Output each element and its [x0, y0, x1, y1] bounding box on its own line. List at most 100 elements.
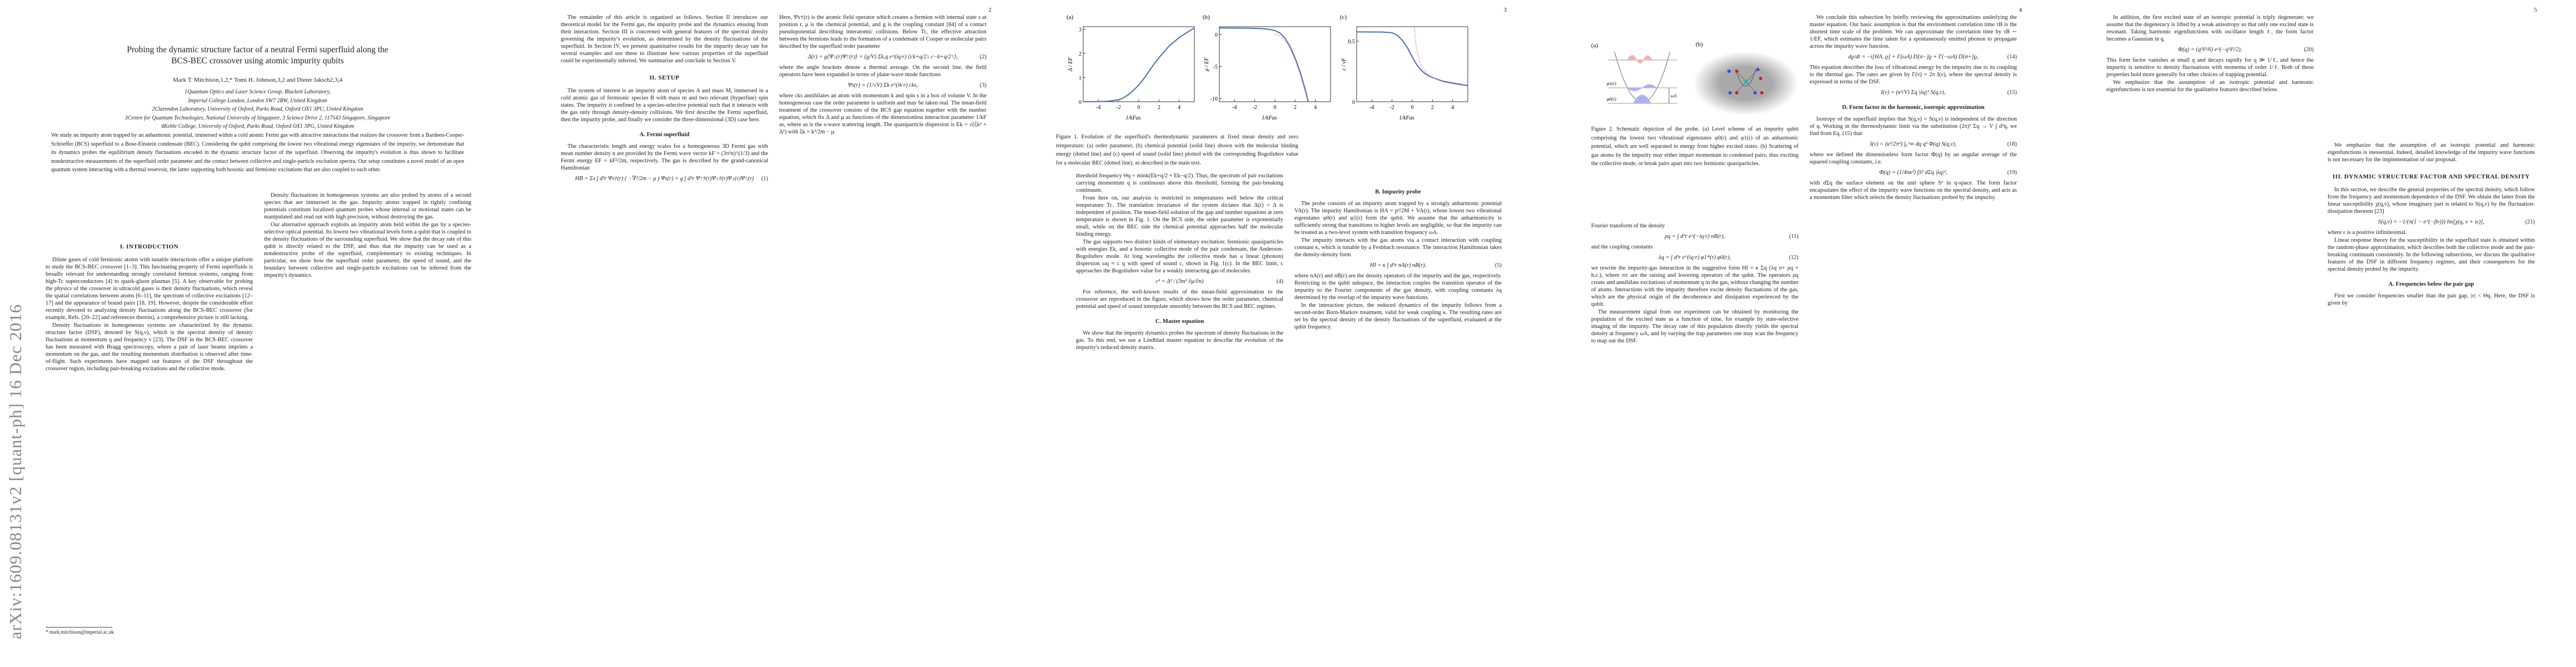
- equation: I(ν) = (κ²/V) Σq |λq|² S(q,ν), (15): [1881, 89, 2017, 96]
- x-tick-label: 4: [1178, 104, 1180, 111]
- y-tick-label: -10: [1210, 96, 1218, 102]
- paragraph: Isotropy of the superfluid implies that …: [1810, 116, 2017, 137]
- paragraph: The gas supports two distinct kinds of e…: [1076, 239, 1283, 274]
- paragraph: The measurement signal from our experime…: [1591, 309, 1798, 344]
- chart-panel-1: (b) -4 -2 0 2 4 0 -5 -10 1/kFas μ / EF: [1203, 14, 1331, 121]
- paragraph: Dilute gases of cold fermionic atoms wit…: [46, 257, 253, 321]
- panel-label: (b): [1203, 14, 1210, 21]
- x-tick-label: 2: [1294, 104, 1297, 111]
- paragraph: In this section, we describe the general…: [2328, 187, 2535, 215]
- x-tick-label: 4: [1451, 104, 1454, 111]
- x-tick-label: -2: [1116, 104, 1120, 111]
- x-tick-label: 0: [1411, 104, 1414, 111]
- equation: Φ(q) = (q²ℓ²/6) e^(−q²ℓ²/2), (20): [2178, 47, 2314, 53]
- column-left: threshold frequency Θq = mink(Ek+q/2 + E…: [1076, 172, 1283, 352]
- x-axis-label: 1/kFas: [1262, 115, 1277, 121]
- equation: HB = Σs ∫ d³r Ψs†(r) ( −∇²/2m − μ ) Ψs(r…: [575, 176, 768, 182]
- y-tick-label: 0: [1352, 99, 1355, 106]
- paragraph: Here, Ψs†(r) is the atomic field operato…: [779, 14, 986, 49]
- paragraph: This form factor vanishes at small q and…: [2106, 57, 2314, 78]
- column-left: Fourier transform of the density ρq = ∫ …: [1591, 222, 1798, 345]
- paragraph: We emphasize that the assumption of an i…: [2106, 79, 2314, 93]
- x-tick-label: -2: [1389, 104, 1394, 111]
- series-line-dotted: [1414, 26, 1468, 87]
- column-left: I. INTRODUCTION Dilute gases of cold fer…: [46, 233, 253, 373]
- paragraph: Density fluctuations in homogeneous syst…: [46, 322, 253, 372]
- column-left: The remainder of this article is organiz…: [561, 14, 768, 186]
- series-line-dotted: [1274, 34, 1308, 102]
- y-tick-label: 0.5: [1348, 39, 1356, 45]
- potential-well: [1608, 51, 1677, 104]
- paper-title: Probing the dynamic structure factor of …: [127, 45, 388, 66]
- series-line-solid: [1083, 27, 1195, 102]
- x-tick-label: 0: [1138, 104, 1140, 111]
- column-right: B. Impurity probe The probe consists of …: [1294, 181, 1502, 331]
- y-tick-label: 0: [1079, 99, 1082, 106]
- y-axis-label: Δ / EF: [1068, 57, 1074, 72]
- series-line-solid: [1219, 27, 1309, 102]
- equation: I(ν) = (κ²/2π²) ∫₀^∞ dq q² Φ(q) S(q,ν),(…: [1870, 141, 2017, 147]
- affiliations: 1Quantum Optics and Laser Science Group,…: [124, 89, 391, 130]
- paragraph: where cks annihilates an atom with momen…: [779, 93, 986, 135]
- section-heading: III. DYNAMIC STRUCTURE FACTOR AND SPECTR…: [2333, 173, 2530, 180]
- subsection-heading: A. Fermi superfluid: [639, 132, 690, 138]
- paragraph: Our alternative approach exploits an imp…: [264, 222, 471, 278]
- chart-panel-0: (a) -4 -2 0 2 4 0 1 2 3 1/kFas Δ / EF: [1067, 14, 1195, 121]
- subsection-heading: D. Form factor in the harmonic, isotropi…: [1842, 104, 1985, 111]
- equation: ρq = ∫ d³r e^(−iq·r) nB(r), (11): [1665, 233, 1798, 240]
- paragraph: First we consider frequencies smaller th…: [2328, 293, 2535, 306]
- paragraph: For reference, the well-known results of…: [1076, 289, 1283, 310]
- figure-1-plots: (a) -4 -2 0 2 4 0 1 2 3 1/kFas Δ / EF (b) -4 -2 0 2 4 0 -5 -…: [1067, 14, 1468, 121]
- column-right: Here, Ψs†(r) is the atomic field operato…: [779, 14, 986, 136]
- y-tick-label: -5: [1213, 64, 1218, 71]
- paragraph: we rewrite the impurity-gas interaction …: [1591, 265, 1798, 307]
- paragraph: In addition, the first excited state of …: [2106, 14, 2314, 42]
- paragraph: The probe consists of an impurity atom t…: [1294, 201, 1502, 236]
- section-heading: I. INTRODUCTION: [119, 243, 179, 250]
- plot-frame: [1083, 26, 1195, 102]
- section-heading: II. SETUP: [649, 74, 680, 81]
- page-1: arXiv:1609.08131v2 [quant-ph] 16 Dec 201…: [0, 0, 515, 667]
- figure-1: (a) -4 -2 0 2 4 0 1 2 3 1/kFas Δ / EF (b) -4 -2 0 2 4 0 -5 -…: [1053, 11, 1531, 167]
- equation: Φ(q) = (1/4πκ²) ∫S² dΣq |λq|², (19): [1879, 170, 2017, 176]
- x-axis-label: 1/kFas: [1125, 115, 1140, 121]
- y-tick-label: 2: [1079, 51, 1082, 57]
- paragraph: The system of interest is an impurity at…: [561, 88, 768, 123]
- y-tick-label: 1: [1079, 75, 1082, 81]
- equation: HI = κ ∫ d³r nA(r) nB(r), (5): [1369, 262, 1502, 268]
- x-tick-label: -4: [1232, 104, 1237, 111]
- equation: Ψs(r) = (1/√V) Σk e^(ik·r) cks, (3): [848, 82, 986, 88]
- x-tick-label: -2: [1252, 104, 1257, 111]
- page-3: 3 (a) -4 -2 0 2 4 0 1 2 3 1/kFas Δ / EF (b) -4 -2 0 2 4 0 -…: [1030, 0, 1546, 667]
- plot-frame: [1356, 26, 1468, 102]
- series-line-solid: [1356, 31, 1468, 86]
- equation: c² = Δ² / (3m² ∂μ/∂n) (4): [1155, 278, 1283, 285]
- figure-2-schematic: (a) (b) φ1(r) φ0(r) ωA: [1591, 41, 1798, 116]
- plot-frame: [1219, 26, 1331, 102]
- panel-label: (c): [1340, 14, 1347, 21]
- page-2: 2 The remainder of this article is organ…: [515, 0, 1030, 667]
- gas-cloud-illustration: [1693, 51, 1798, 116]
- page-4: 4 (a) (b) φ1(r) φ0(r) ωA: [1546, 0, 2061, 667]
- figure-2-caption: Figure 2. Schematic depiction of the pro…: [1591, 126, 1798, 167]
- paragraph: From here on, our analysis is restricted…: [1076, 195, 1283, 237]
- x-tick-label: 4: [1314, 104, 1317, 111]
- column-right: We conclude this subsection by briefly r…: [1810, 14, 2017, 202]
- figure-2: (a) (b) φ1(r) φ0(r) ωA: [1591, 41, 1798, 168]
- subsection-heading: A. Frequencies below the pair gap: [2388, 281, 2474, 287]
- paragraph: Density fluctuations in homogeneous syst…: [264, 192, 471, 220]
- page-5: 5 In addition, the first excited state o…: [2061, 0, 2576, 667]
- x-tick-label: 0: [1274, 104, 1277, 111]
- x-tick-label: -4: [1096, 104, 1100, 111]
- y-axis-label: μ / EF: [1204, 57, 1210, 72]
- x-axis-label: 1/kFas: [1399, 115, 1414, 121]
- column-right: We emphasize that the assumption of an i…: [2328, 142, 2535, 307]
- paragraph: The remainder of this article is organiz…: [561, 14, 768, 64]
- paragraph: where nA(r) and nB(r) are the density op…: [1294, 273, 1502, 301]
- paragraph: In the interaction picture, the reduced …: [1294, 302, 1502, 330]
- panel-label: (a): [1591, 42, 1598, 49]
- paragraph: with dΣq the surface element on the unit…: [1810, 180, 2017, 201]
- paragraph: where the angle brackets denote a therma…: [779, 64, 986, 78]
- panel-label: (b): [1696, 42, 1703, 48]
- y-axis-label: c / vF: [1341, 57, 1347, 71]
